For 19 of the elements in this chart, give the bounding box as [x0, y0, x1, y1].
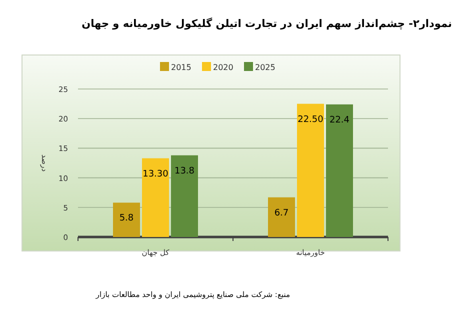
- legend-label: 2015: [171, 63, 192, 72]
- legend-item: 2015: [160, 62, 192, 72]
- bar: [142, 158, 169, 237]
- legend-label: 2025: [255, 63, 276, 72]
- data-label: 6.7: [274, 208, 289, 218]
- data-label: 13.8: [174, 166, 195, 176]
- legend-item: 2025: [244, 62, 276, 72]
- bar: [268, 197, 295, 237]
- data-label: 5.8: [119, 214, 134, 224]
- bar: [297, 104, 324, 237]
- legend-item: 2020: [202, 62, 234, 72]
- bar: [171, 155, 198, 237]
- legend-label: 2020: [213, 63, 234, 72]
- chart-title: نمودار۲- چشم‌انداز سهم ایران در تجارت اتیلن گلیکول خاورمیانه و جهان: [82, 17, 452, 30]
- data-label: 13.30: [142, 169, 169, 180]
- bar: [113, 202, 140, 237]
- data-label: 22.50: [298, 114, 324, 125]
- data-label: 22.4: [329, 115, 350, 126]
- bar: [326, 104, 353, 237]
